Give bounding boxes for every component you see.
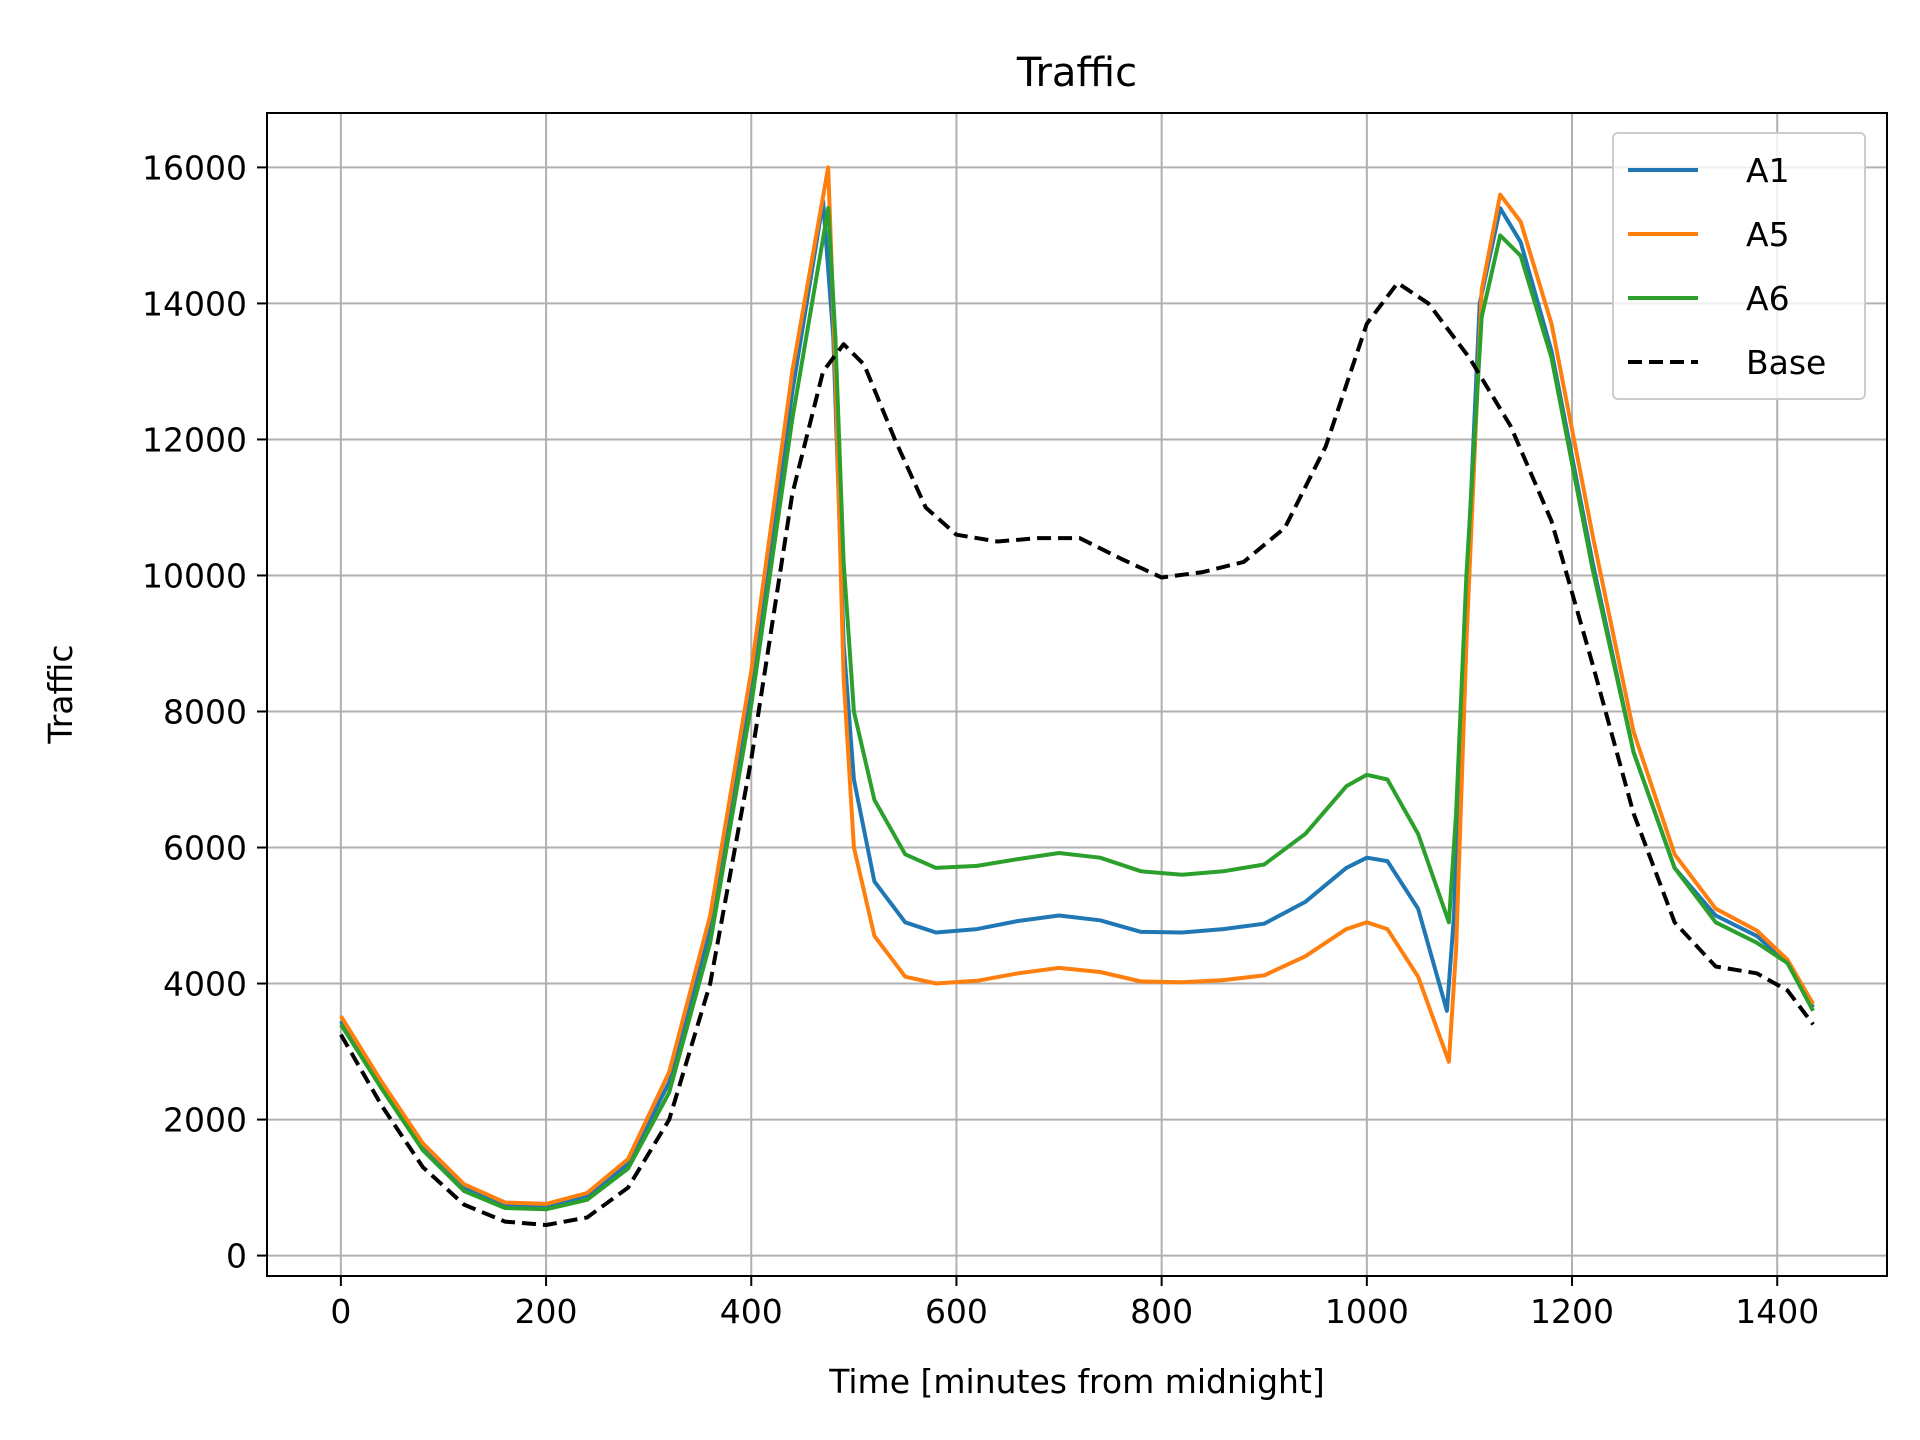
x-tick-label: 400 <box>720 1292 783 1331</box>
y-tick-label: 12000 <box>142 420 247 459</box>
x-tick-label: 1000 <box>1325 1292 1409 1331</box>
y-tick-label: 0 <box>226 1237 247 1276</box>
y-tick-label: 4000 <box>163 965 247 1004</box>
y-tick-label: 16000 <box>142 148 247 187</box>
y-tick-label: 10000 <box>142 556 247 595</box>
x-tick-label: 0 <box>330 1292 351 1331</box>
legend: A1 A5 A6 Base <box>1612 132 1866 400</box>
series-line-a5 <box>339 165 1815 1206</box>
plot-frame <box>266 112 1888 1277</box>
legend-label-base: Base <box>1746 343 1826 382</box>
y-tick-label: 8000 <box>163 693 247 732</box>
series-lines <box>339 165 1815 1227</box>
x-tick-label: 200 <box>515 1292 578 1331</box>
legend-label-a1: A1 <box>1746 151 1790 190</box>
chart-title: Traffic <box>1016 50 1137 96</box>
x-axis-label: Time [minutes from midnight] <box>828 1362 1325 1401</box>
x-tick-label: 800 <box>1130 1292 1193 1331</box>
series-line-a1 <box>339 199 1815 1209</box>
axis-ticks: 0 200 400 600 800 1000 1200 1400020004000600080… <box>142 148 1819 1331</box>
x-tick-label: 1400 <box>1735 1292 1819 1331</box>
series-line-a6 <box>339 206 1815 1212</box>
legend-label-a5: A5 <box>1746 215 1790 254</box>
y-tick-label: 6000 <box>163 829 247 868</box>
y-tick-label: 2000 <box>163 1101 247 1140</box>
x-tick-label: 600 <box>925 1292 988 1331</box>
legend-label-a6: A6 <box>1746 279 1790 318</box>
legend-box <box>1612 132 1866 400</box>
y-tick-label: 14000 <box>142 284 247 323</box>
x-tick-label: 1200 <box>1530 1292 1614 1331</box>
y-axis-label: Traffic <box>41 644 80 744</box>
series-line-base <box>339 281 1815 1227</box>
